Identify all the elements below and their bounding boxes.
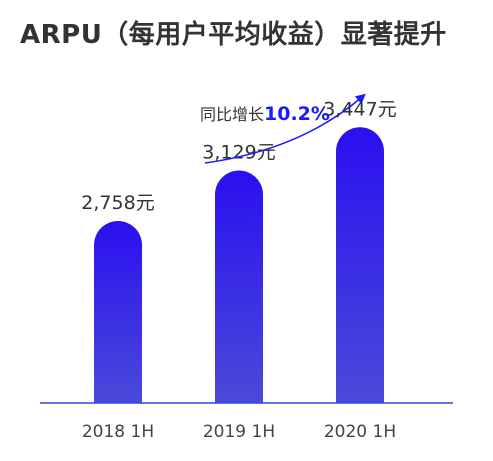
value-label: 3,129元 (202, 142, 275, 164)
bar-2020-1h (336, 127, 384, 403)
x-tick-label: 2019 1H (203, 422, 275, 442)
growth-arrow (204, 93, 366, 164)
x-tick-label: 2018 1H (82, 422, 154, 442)
bar-2018-1h (94, 221, 142, 403)
value-label: 3,447元 (323, 98, 396, 120)
x-tick-label: 2020 1H (324, 422, 396, 442)
chart-title: ARPU（每用户平均收益）显著提升 (20, 20, 447, 50)
growth-annotation: 同比增长10.2% (200, 103, 330, 125)
value-label: 2,758元 (81, 192, 154, 214)
growth-label: 同比增长 (200, 105, 264, 124)
growth-value: 10.2% (264, 103, 330, 125)
bar-2019-1h (215, 170, 263, 403)
